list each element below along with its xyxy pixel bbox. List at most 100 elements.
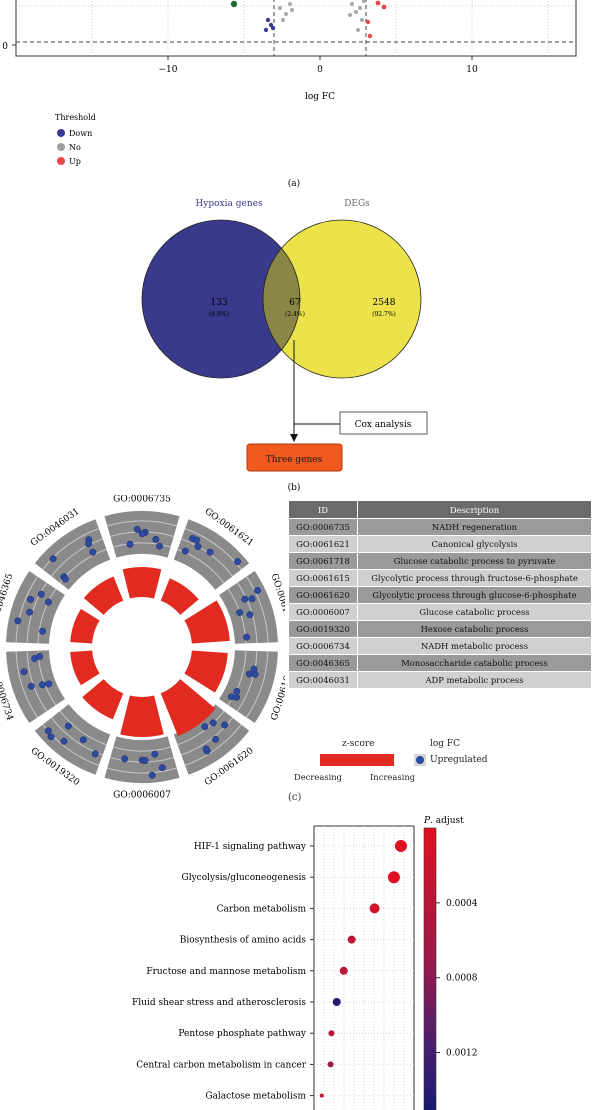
go-table-description: Glucose catabolic process <box>357 603 592 621</box>
colorbar-tick-label: 0.0008 <box>446 974 478 984</box>
go-table-row: GO:0061621 Canonical glycolysis <box>288 535 592 553</box>
logfc-title: log FC <box>430 739 461 749</box>
go-gene-dot <box>206 548 214 556</box>
go-gene-dot <box>181 547 189 555</box>
go-gene-dot <box>133 525 141 533</box>
zscore-gradient <box>320 754 394 766</box>
go-table-description: Canonical glycolysis <box>357 535 592 553</box>
go-gene-dot <box>221 721 228 729</box>
go-outer-sector <box>173 704 250 775</box>
go-outer-sector <box>34 519 111 590</box>
go-zscore-bar <box>120 695 164 737</box>
padjust-legend-title: P. adjust <box>423 816 464 826</box>
pathway-label: HIF-1 signaling pathway <box>194 842 307 852</box>
go-outer-sector <box>6 570 65 644</box>
go-table-row: GO:0006734 NADH metabolic process <box>288 637 592 655</box>
go-table-id: GO:0061615 <box>288 569 358 587</box>
go-table-description: Monosaccharide catabolic process <box>357 654 592 672</box>
go-table-row: GO:0006007 Glucose catabolic process <box>288 603 592 621</box>
go-gene-dot <box>49 555 57 563</box>
go-table-id: GO:0006007 <box>288 603 358 621</box>
go-zscore-bar <box>184 600 230 644</box>
pathway-label: Fructose and mannose metabolism <box>146 967 306 977</box>
legend-down-label: Down <box>69 129 92 138</box>
venn-diagram: Hypoxia genes DEGs 133 (4.8%) 67 (2.4%) … <box>141 199 428 493</box>
go-table-id: GO:0006735 <box>288 518 358 536</box>
go-gene-dot <box>64 722 72 730</box>
go-gene-dot <box>20 668 28 676</box>
volcano-plot-frame <box>15 0 577 57</box>
go-table-row: GO:0006735 NADH regeneration <box>288 518 592 536</box>
pathway-label: Glycolysis/gluconeogenesis <box>182 873 307 883</box>
panel-a-label: (a) <box>288 178 300 189</box>
go-gene-dot <box>89 548 97 556</box>
volcano-plot: 0 −10 0 10 log FC Threshold Down No Up (… <box>2 0 577 189</box>
go-table-description: Glycolytic process through fructose-6-ph… <box>357 569 592 587</box>
go-circle-plot: GO:0006735GO:0061621GO:0061718GO:0061615… <box>0 495 285 800</box>
pathway-label: Central carbon metabolism in cancer <box>136 1060 306 1070</box>
go-gene-dot <box>126 540 134 548</box>
venn-right-title: DEGs <box>344 199 370 209</box>
three-genes-box <box>246 443 343 472</box>
go-gene-dot <box>156 542 163 550</box>
go-gene-dot <box>60 737 68 745</box>
cox-analysis-box <box>339 411 428 435</box>
go-table-id: GO:0046365 <box>288 654 358 672</box>
volcano-points <box>230 0 387 39</box>
go-gene-dot <box>39 627 46 635</box>
upregulated-label: Upregulated <box>430 755 488 765</box>
pathway-dot <box>369 903 380 914</box>
panel-c-label: (c) <box>288 792 302 803</box>
go-gene-dot <box>14 617 22 625</box>
go-gene-dot <box>158 764 166 772</box>
pathway-dot <box>394 840 407 852</box>
go-outer-sector <box>34 704 111 775</box>
go-table-row: GO:0061718 Glucose catabolic process to p… <box>288 552 592 570</box>
go-gene-dot <box>148 771 156 779</box>
x-tick-0: 0 <box>317 65 323 75</box>
go-table-header-description: Description <box>357 500 592 519</box>
pathway-dot <box>319 1093 324 1098</box>
go-zscore-bar <box>70 608 100 644</box>
go-table-row: GO:0061620 Glycolytic process through glu… <box>288 586 592 604</box>
go-table-id: GO:0019320 <box>288 620 358 638</box>
venn-left-count: 133 <box>210 298 227 308</box>
go-gene-dot <box>241 595 249 603</box>
go-gene-dot <box>193 536 201 544</box>
legend-up-swatch <box>57 157 65 165</box>
go-table-row: GO:0046365 Monosaccharide catabolic proce… <box>288 654 592 672</box>
go-gene-dot <box>245 670 253 678</box>
go-gene-dot <box>151 750 159 758</box>
go-gene-dot <box>37 590 45 598</box>
venn-left-pct: (4.8%) <box>209 311 229 318</box>
cox-arrow-head <box>290 434 298 442</box>
venn-left-title: Hypoxia genes <box>195 199 263 209</box>
venn-right-pct: (92.7%) <box>372 311 396 318</box>
pathway-dot <box>327 1061 334 1068</box>
y-tick-0: 0 <box>2 42 8 52</box>
go-gene-dot <box>250 665 258 673</box>
padjust-colorbar <box>423 827 437 1110</box>
zscore-high-label: Increasing <box>370 772 416 782</box>
go-gene-dot <box>194 543 202 551</box>
go-table-header: ID Description <box>288 500 592 519</box>
go-gene-dot <box>248 595 256 603</box>
go-table: ID Description GO:0006735 NADH regenerati… <box>288 500 592 689</box>
go-gene-dot <box>36 652 44 660</box>
venn-overlap-pct: (2.4%) <box>285 311 305 318</box>
go-gene-dot <box>26 608 34 616</box>
x-tick-neg10: −10 <box>159 65 178 75</box>
go-gene-dot <box>212 735 220 743</box>
go-table-description: Glucose catabolic process to pyruvate <box>357 552 592 570</box>
x-tick-10: 10 <box>466 65 478 75</box>
go-zscore-bar <box>70 650 100 686</box>
pathway-dot <box>347 935 356 944</box>
go-table-row: GO:0046031 ADP metabolic process <box>288 671 592 689</box>
go-table-header-id: ID <box>288 500 358 519</box>
pathway-label: Biosynthesis of amino acids <box>180 936 307 946</box>
pathway-label: Carbon metabolism <box>217 904 307 914</box>
upregulated-swatch <box>414 754 426 766</box>
go-table-id: GO:0061620 <box>288 586 358 604</box>
legend-no-swatch <box>57 143 65 151</box>
go-table-description: Hexose catabolic process <box>357 620 592 638</box>
